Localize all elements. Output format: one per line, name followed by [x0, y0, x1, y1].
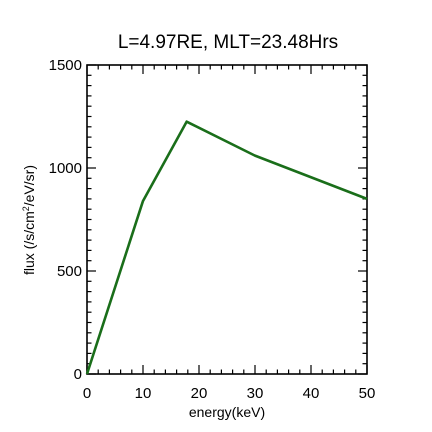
x-axis-ticks: 0 10 20 30 40 50 [83, 65, 376, 402]
y-axis-ticks: 0 500 1000 1500 [49, 57, 367, 383]
plot-area: 0 10 20 30 40 50 0 500 1000 1500 [49, 57, 376, 402]
series-line [85, 120, 368, 375]
x-tick-label: 40 [303, 385, 320, 402]
y-tick-label: 500 [57, 263, 82, 280]
y-tick-label: 0 [74, 366, 82, 383]
y-axis-label-prefix: flux (/s/cm [21, 211, 37, 275]
y-axis-label-suffix: /eV/sr) [21, 165, 37, 206]
chart-title: L=4.97RE, MLT=23.48Hrs [118, 32, 338, 53]
x-tick-label: 50 [359, 385, 376, 402]
x-tick-label: 20 [191, 385, 208, 402]
axis-frame [86, 64, 368, 375]
series-layer [85, 120, 368, 375]
x-tick-label: 30 [247, 385, 264, 402]
x-tick-label: 10 [135, 385, 152, 402]
x-tick-label: 0 [83, 385, 91, 402]
y-axis-label-superscript: 2 [21, 206, 31, 211]
y-tick-label: 1500 [49, 57, 82, 74]
x-axis-label: energy(keV) [189, 404, 265, 420]
y-tick-label: 1000 [49, 160, 82, 177]
y-axis-label: flux (/s/cm2/eV/sr) [21, 165, 37, 275]
